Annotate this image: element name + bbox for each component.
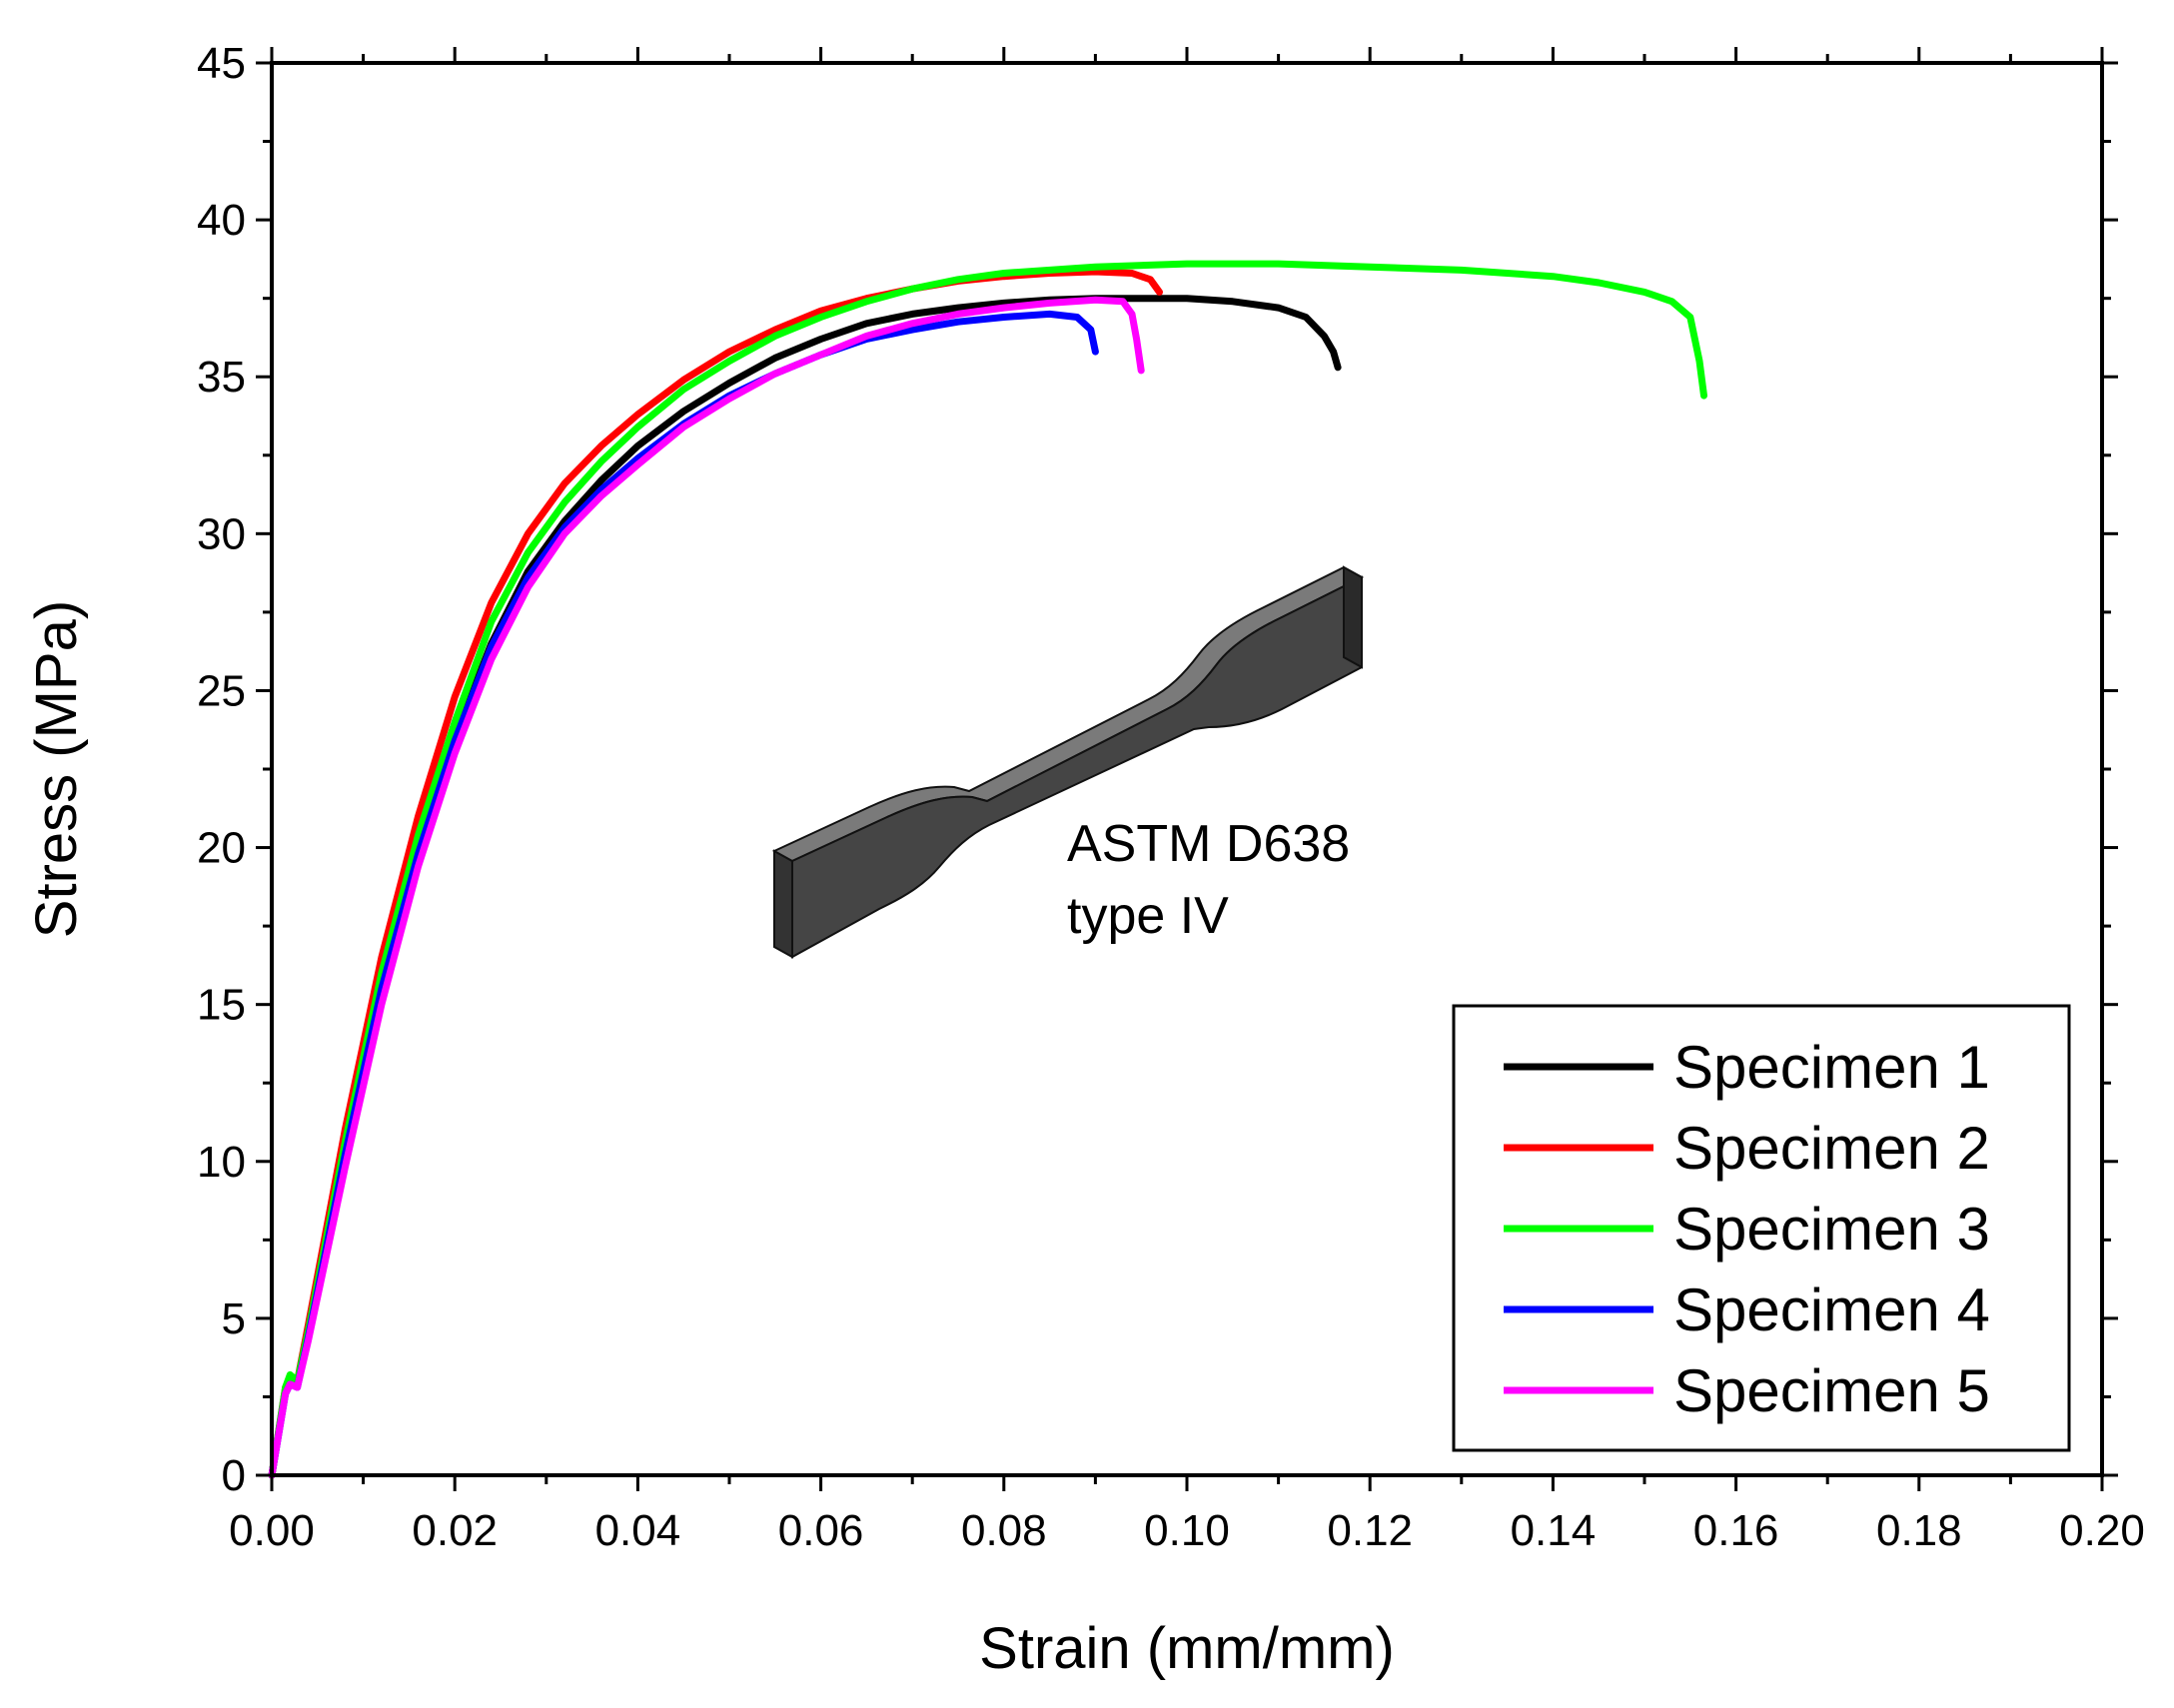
y-tick-label: 30 (197, 509, 246, 558)
x-tick-label: 0.12 (1327, 1506, 1413, 1555)
x-axis-title: Strain (mm/mm) (979, 1616, 1395, 1681)
y-tick-label: 35 (197, 353, 246, 402)
legend: Specimen 1 Specimen 2 Specimen 3 Specimen 4… (1452, 1004, 2071, 1452)
x-tick-label: 0.08 (961, 1506, 1047, 1555)
legend-label-specimen-2: Specimen 2 (1673, 1115, 1990, 1182)
y-tick-label: 5 (222, 1294, 246, 1343)
x-tick-label: 0.10 (1144, 1506, 1230, 1555)
y-tick-label: 25 (197, 666, 246, 715)
y-tick-label: 45 (197, 39, 246, 88)
annotation-line-2: type IV (1067, 887, 1229, 945)
specimen-end-face (1343, 565, 1363, 669)
y-axis-ticks: 0 5 10 15 20 25 30 35 40 45 (197, 39, 2118, 1500)
x-tick-label: 0.14 (1511, 1506, 1597, 1555)
legend-label-specimen-3: Specimen 3 (1673, 1196, 1990, 1263)
y-tick-label: 10 (197, 1138, 246, 1187)
legend-label-specimen-5: Specimen 5 (1673, 1357, 1990, 1424)
y-tick-label: 15 (197, 981, 246, 1030)
x-tick-label: 0.04 (595, 1506, 681, 1555)
legend-label-specimen-4: Specimen 4 (1673, 1277, 1990, 1343)
annotation-line-1: ASTM D638 (1067, 815, 1350, 873)
legend-label-specimen-1: Specimen 1 (1673, 1034, 1990, 1101)
specimen-side-face (773, 849, 793, 959)
x-tick-label: 0.02 (412, 1506, 498, 1555)
x-tick-label: 0.06 (778, 1506, 864, 1555)
legend-entries: Specimen 1 Specimen 2 Specimen 3 Specimen 4… (1504, 1034, 1990, 1424)
series-line-specimen-5 (268, 296, 1145, 1479)
y-tick-label: 40 (197, 196, 246, 245)
x-tick-label: 0.18 (1876, 1506, 1962, 1555)
plot-frame (270, 61, 2104, 1477)
y-tick-label: 0 (222, 1451, 246, 1500)
y-axis-title: Stress (MPa) (24, 600, 89, 938)
x-tick-label: 0.00 (229, 1506, 315, 1555)
x-tick-label: 0.16 (1693, 1506, 1779, 1555)
specimen-illustration (771, 565, 1365, 959)
series-layer (268, 260, 1707, 1479)
y-tick-label: 20 (197, 824, 246, 873)
x-tick-label: 0.20 (2059, 1506, 2145, 1555)
